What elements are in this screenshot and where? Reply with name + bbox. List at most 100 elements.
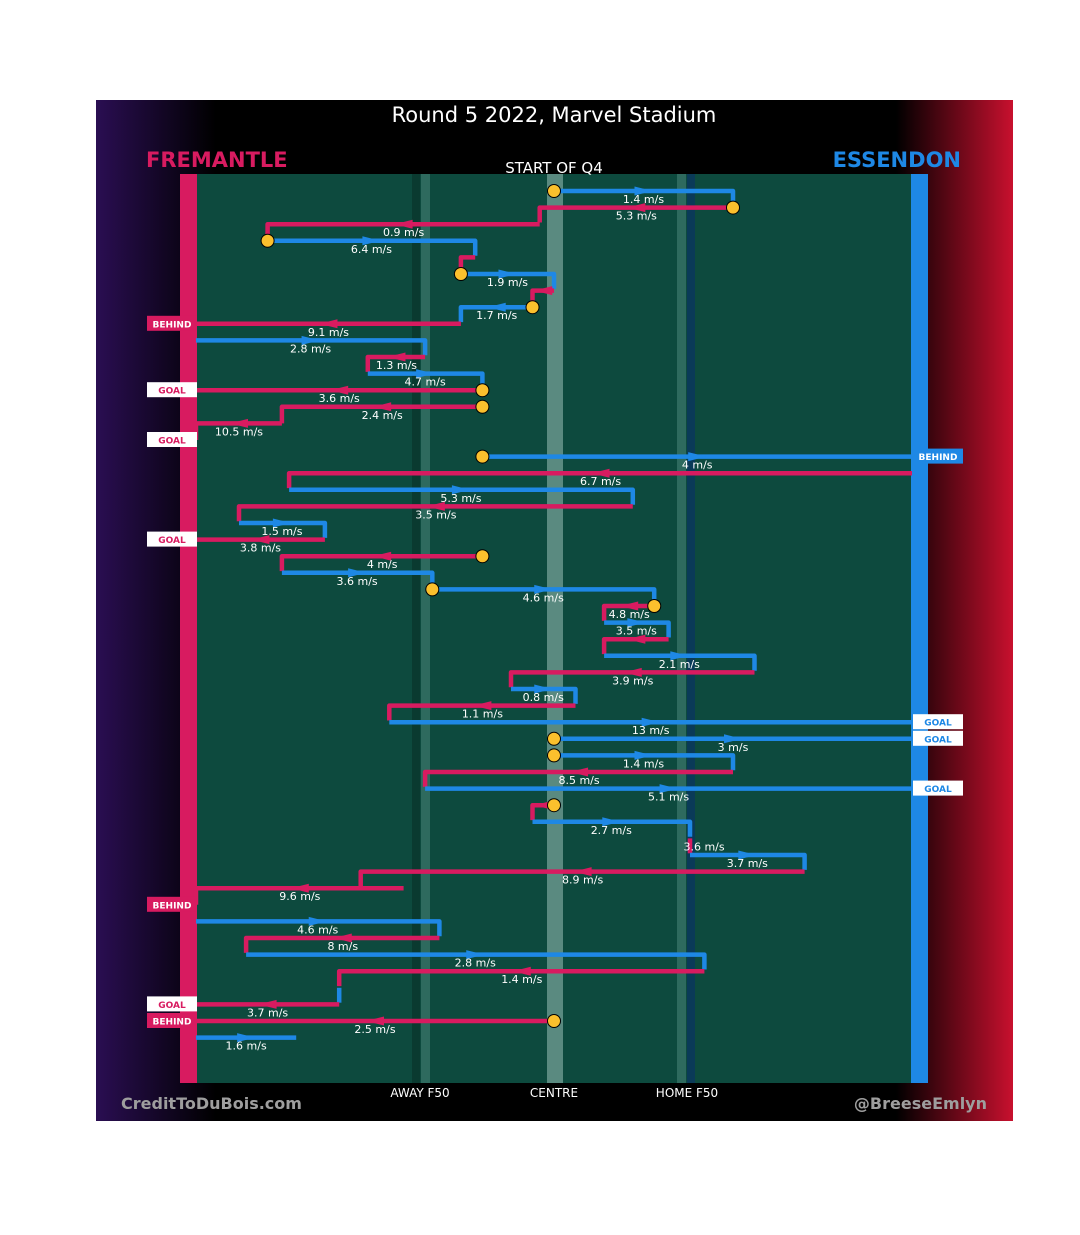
chain-line-26 [601, 636, 669, 655]
away-f50-line-shadow [412, 174, 420, 1083]
chain-arrow-35 [659, 784, 678, 794]
chain-arrow-10 [387, 352, 406, 362]
outcome-label-31: GOAL [924, 719, 952, 729]
chain-arrow-43 [333, 933, 352, 943]
chain-arrow-5 [498, 269, 517, 279]
chain-arrow-14 [229, 418, 248, 428]
chain-line-1 [537, 205, 733, 223]
chain-line-40 [358, 869, 805, 887]
outcome-label-47: GOAL [158, 1001, 186, 1011]
chain-arrow-2 [394, 219, 413, 229]
chain-arrow-25 [627, 618, 646, 628]
centre-line [547, 174, 563, 1083]
chain-line-29 [511, 686, 578, 704]
chain-line-3 [267, 238, 478, 256]
outcome-badge-47 [147, 996, 197, 1012]
start-marker-1 [726, 200, 740, 215]
credit-left: CreditToDuBois.com [121, 1094, 302, 1113]
speed-label-47: 3.7 m/s [247, 1006, 288, 1019]
outcome-badge-8 [147, 315, 197, 331]
start-marker-12 [475, 383, 490, 398]
chain-arrow-34 [570, 767, 589, 777]
chain-line-10 [365, 354, 426, 372]
chain-arrow-29 [534, 684, 553, 694]
chain-arrow-6 [534, 286, 553, 296]
chain-line-7 [458, 304, 533, 323]
speed-label-37: 2.7 m/s [591, 824, 632, 837]
start-marker-23 [425, 582, 440, 597]
speed-label-22: 3.6 m/s [337, 575, 378, 588]
speed-label-25: 3.5 m/s [616, 625, 657, 638]
chain-line-5 [460, 271, 557, 289]
outcome-badge-15 [913, 448, 963, 464]
start-marker-3 [260, 233, 275, 248]
axis-label-home-f50: HOME F50 [656, 1086, 718, 1100]
chain-line-30 [387, 703, 576, 721]
chain-line-28 [508, 670, 755, 688]
chain-arrow-31 [641, 717, 660, 727]
chain-arrow-23 [534, 584, 553, 594]
outcome-badge-41 [147, 896, 197, 912]
speed-label-16: 6.7 m/s [580, 475, 621, 488]
possession-chain-chart: 1.4 m/s 5.3 m/s 0.9 m/s 6.4 m/s 1.9 m/s 1.7 m… [96, 100, 1013, 1121]
outcome-badge-12 [147, 382, 197, 398]
start-marker-33 [547, 748, 561, 763]
chain-arrow-22 [348, 568, 367, 578]
speed-label-49: 1.6 m/s [226, 1040, 267, 1053]
chain-line-33 [554, 753, 736, 771]
chain-line-21 [279, 553, 483, 572]
start-marker-21 [475, 549, 490, 564]
speed-label-19: 1.5 m/s [261, 525, 302, 538]
chain-arrow-27 [670, 651, 689, 661]
team-left-name: FREMANTLE [146, 148, 288, 172]
chain-arrow-19 [272, 518, 291, 528]
speed-label-27: 2.1 m/s [659, 658, 700, 671]
speed-label-30: 1.1 m/s [462, 708, 503, 721]
speed-label-0: 1.4 m/s [623, 193, 664, 206]
chain-arrow-16 [591, 468, 610, 478]
chain-arrow-33 [634, 750, 653, 760]
labels: 1.4 m/s 5.3 m/s 0.9 m/s 6.4 m/s 1.9 m/s 1.7 m… [147, 193, 963, 1053]
speed-label-14: 10.5 m/s [215, 425, 263, 438]
chain-arrow-42 [308, 916, 327, 926]
start-marker-7 [525, 300, 540, 315]
start-marker-36 [547, 798, 561, 813]
chain-arrow-13 [373, 402, 392, 412]
chain-arrow-48 [366, 1016, 384, 1026]
chain-arrow-17 [451, 485, 470, 495]
chain-line-25 [604, 620, 671, 638]
chain-line-0 [554, 188, 736, 203]
start-marker-5 [453, 267, 468, 281]
chain-arrow-7 [487, 302, 506, 312]
essendon-goal-bar [911, 174, 928, 1083]
chain-arrow-8 [319, 319, 338, 329]
chart-title: Round 5 2022, Marvel Stadium [392, 103, 717, 127]
speed-label-17: 5.3 m/s [440, 492, 481, 505]
speed-label-1: 5.3 m/s [616, 210, 657, 223]
speed-label-34: 8.5 m/s [558, 774, 599, 787]
chain-line-17 [289, 487, 636, 505]
start-marker-15 [475, 449, 490, 464]
speed-label-11: 4.7 m/s [405, 376, 446, 389]
start-marker-13 [475, 399, 490, 414]
speed-label-3: 6.4 m/s [351, 243, 392, 256]
chain-arrow-47 [258, 999, 277, 1009]
chain-arrow-26 [627, 634, 646, 644]
speed-label-21: 4 m/s [367, 558, 398, 571]
outcome-label-15: BEHIND [919, 453, 958, 463]
chain-line-18 [236, 504, 633, 522]
home-f50-line [677, 174, 686, 1083]
speed-label-13: 2.4 m/s [362, 409, 403, 422]
axis-label-centre: CENTRE [530, 1086, 578, 1100]
outcome-label-32: GOAL [924, 735, 952, 745]
speed-label-5: 1.9 m/s [487, 276, 528, 289]
outcome-label-14: GOAL [158, 437, 186, 447]
outcome-badge-48 [147, 1013, 197, 1028]
speed-label-24: 4.8 m/s [609, 608, 650, 621]
chain-arrow-20 [251, 535, 270, 545]
speed-label-45: 1.4 m/s [501, 973, 542, 986]
team-right-name: ESSENDON [833, 148, 961, 172]
chart-subtitle: START OF Q4 [505, 159, 603, 177]
speed-label-31: 13 m/s [632, 724, 670, 737]
chain-arrow-15 [688, 452, 707, 462]
